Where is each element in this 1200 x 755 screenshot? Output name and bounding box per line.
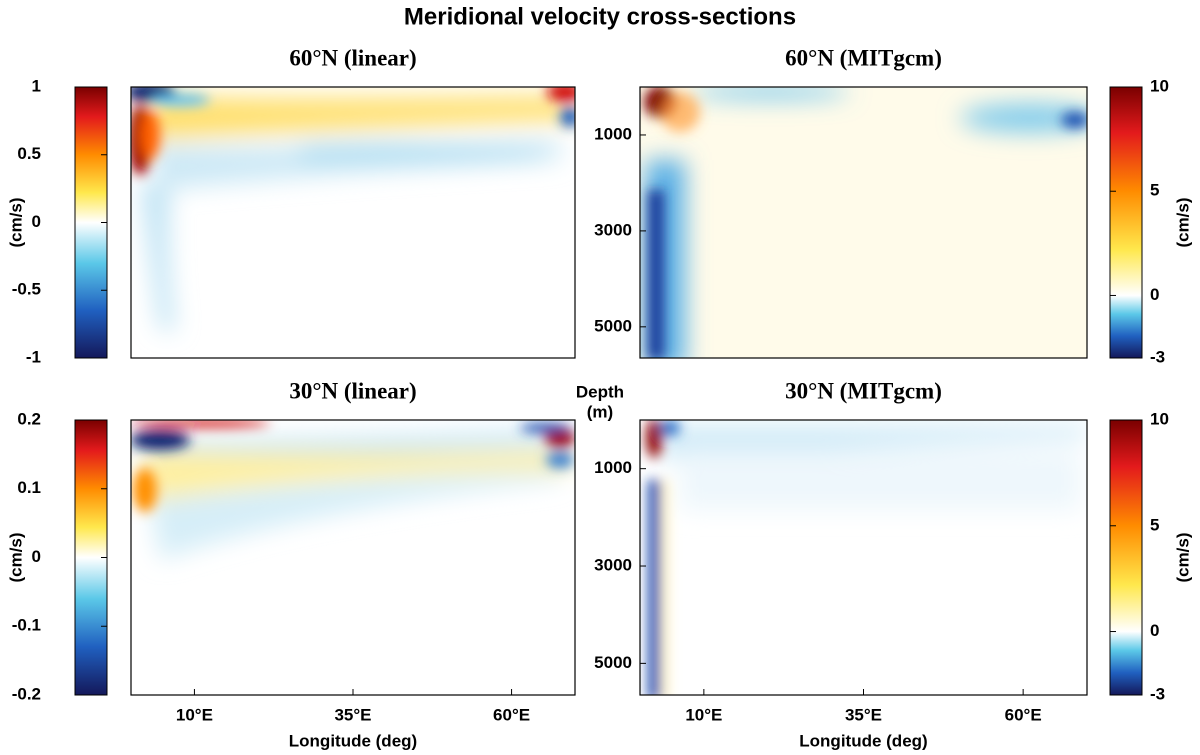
colorbar-label: (cm/s)	[6, 197, 25, 247]
colorbar-tick-label: 10	[1150, 76, 1169, 95]
panel-title: 30°N (MITgcm)	[785, 378, 942, 403]
colorbar-tick-label: 0	[1150, 621, 1159, 640]
panel-frame	[130, 86, 576, 359]
figure-title: Meridional velocity cross-sections	[404, 3, 796, 30]
field	[131, 420, 575, 695]
colorbar-tick-label: -1	[26, 347, 41, 366]
colorbar-tick-label: -0.2	[12, 684, 41, 703]
y-tick-label: 1000	[594, 458, 632, 477]
depth-label: (m)	[587, 402, 613, 421]
colorbar-tick-label: -3	[1150, 684, 1165, 703]
colorbar	[1109, 419, 1143, 696]
colorbar-tick-label: 5	[1150, 181, 1159, 200]
colorbar-tick-label: 10	[1150, 409, 1169, 428]
panel-frame	[639, 86, 1088, 359]
x-axis-label: Longitude (deg)	[289, 731, 417, 750]
y-tick-label: 1000	[594, 124, 632, 143]
colorbar-tick-label: 0.5	[17, 144, 41, 163]
colorbar-tick-label: -0.5	[12, 280, 41, 299]
colorbar-tick-label: 0	[32, 212, 41, 231]
colorbar-tick-label: 5	[1150, 515, 1159, 534]
colorbar-tick-label: -3	[1150, 347, 1165, 366]
colorbar-tick-label: 0.2	[17, 409, 41, 428]
x-tick-label: 60°E	[1005, 705, 1042, 724]
panel-title: 30°N (linear)	[289, 378, 416, 403]
x-tick-label: 10°E	[176, 705, 213, 724]
colorbar-tick-label: -0.1	[12, 616, 41, 635]
field	[131, 87, 575, 358]
x-axis-label: Longitude (deg)	[799, 731, 927, 750]
panel-title: 60°N (linear)	[289, 45, 416, 70]
colorbar-tick-label: 0	[32, 547, 41, 566]
x-tick-label: 35°E	[845, 705, 882, 724]
colorbar-tick-label: 1	[32, 76, 41, 95]
colorbar-tick-label: 0.1	[17, 478, 41, 497]
y-tick-label: 5000	[594, 316, 632, 335]
x-tick-label: 10°E	[685, 705, 722, 724]
field	[640, 420, 1087, 695]
y-tick-label: 3000	[594, 220, 632, 239]
y-tick-label: 3000	[594, 556, 632, 575]
x-tick-label: 35°E	[334, 705, 371, 724]
panel-title: 60°N (MITgcm)	[785, 45, 942, 70]
y-tick-label: 5000	[594, 653, 632, 672]
colorbar-label: (cm/s)	[6, 532, 25, 582]
depth-label: Depth	[576, 382, 624, 401]
colorbar-label: (cm/s)	[1173, 197, 1192, 247]
field	[640, 87, 1087, 358]
colorbar-label: (cm/s)	[1173, 532, 1192, 582]
colorbar-tick-label: 0	[1150, 285, 1159, 304]
colorbar	[1109, 86, 1143, 359]
x-tick-label: 60°E	[493, 705, 530, 724]
